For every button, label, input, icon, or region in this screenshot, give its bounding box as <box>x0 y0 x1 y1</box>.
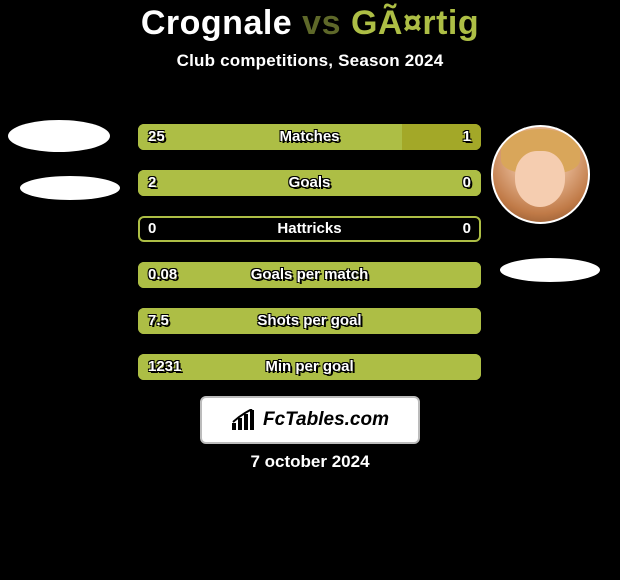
stat-label: Matches <box>138 124 481 150</box>
player1-avatar-placeholder <box>8 120 110 152</box>
player2-avatar <box>491 125 590 224</box>
vs-text: vs <box>302 4 341 42</box>
stat-row: 251Matches <box>138 124 481 150</box>
stat-label: Min per goal <box>138 354 481 380</box>
page-title: Crognale vs GÃ¤rtig <box>0 0 620 43</box>
site-badge-text: FcTables.com <box>263 409 389 431</box>
stat-bars: 251Matches 20Goals 00Hattricks 0.08Goals pe… <box>138 124 481 400</box>
stat-row: 20Goals <box>138 170 481 196</box>
player1-name: Crognale <box>141 4 292 42</box>
bar-chart-icon <box>231 409 257 431</box>
stat-row: 7.5Shots per goal <box>138 308 481 334</box>
stat-label: Goals per match <box>138 262 481 288</box>
stat-label: Hattricks <box>138 216 481 242</box>
player2-nameplate-placeholder <box>500 258 600 282</box>
player1-nameplate-placeholder <box>20 176 120 200</box>
player2-name: GÃ¤rtig <box>351 4 479 42</box>
comparison-page: Crognale vs GÃ¤rtig Club competitions, S… <box>0 0 620 580</box>
stat-row: 1231Min per goal <box>138 354 481 380</box>
stat-row: 0.08Goals per match <box>138 262 481 288</box>
stat-row: 00Hattricks <box>138 216 481 242</box>
footer-date: 7 october 2024 <box>0 452 620 472</box>
stat-label: Goals <box>138 170 481 196</box>
site-badge[interactable]: FcTables.com <box>200 396 420 444</box>
subtitle: Club competitions, Season 2024 <box>0 51 620 71</box>
stat-label: Shots per goal <box>138 308 481 334</box>
avatar-face <box>515 151 565 207</box>
